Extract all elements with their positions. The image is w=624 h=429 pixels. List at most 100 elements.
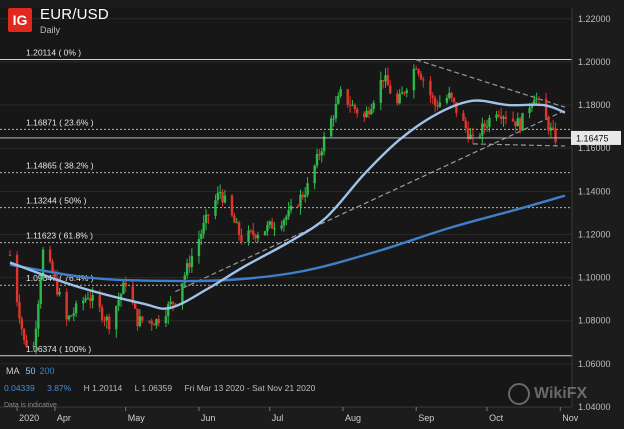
candle-body	[320, 151, 323, 156]
candle-body	[105, 316, 109, 321]
candle-body	[287, 210, 290, 217]
candle-body	[22, 328, 26, 341]
candle-body	[32, 345, 35, 347]
trendline	[472, 143, 566, 147]
x-tick-label: Jul	[272, 413, 284, 423]
candle-body	[429, 80, 432, 96]
candle-body	[171, 301, 175, 304]
y-tick-label: 1.12000	[578, 229, 611, 239]
candle-body	[464, 120, 468, 129]
last-price-box	[571, 130, 621, 145]
candle-body	[370, 109, 373, 115]
last-price-marker: 1.16475	[0, 130, 621, 145]
candle-body	[263, 231, 267, 236]
candle-body	[495, 114, 498, 118]
date-range: Fri Mar 13 2020 - Sat Nov 21 2020	[184, 383, 316, 393]
x-tick-label: 2020	[19, 413, 39, 423]
y-tick-label: 1.06000	[578, 359, 611, 369]
y-tick-label: 1.20000	[578, 57, 611, 67]
fib-label: 1.14865 ( 38.2% )	[26, 161, 94, 171]
candle-body	[254, 234, 257, 239]
candle-body	[15, 255, 19, 302]
y-axis: 1.22000 1.20000 1.18000 1.16000 1.14000 1.120…	[571, 8, 611, 412]
candle-body	[100, 307, 104, 320]
x-tick-label: May	[128, 413, 146, 423]
y-tick-label: 1.04000	[578, 402, 611, 412]
candle-body	[48, 249, 52, 262]
candle-body	[351, 104, 354, 106]
candle-body	[497, 114, 501, 117]
candle-body	[237, 222, 241, 235]
candle-body	[89, 298, 92, 301]
candle-body	[70, 315, 73, 317]
disclaimer: Data is indicative	[4, 402, 57, 409]
candle-body	[452, 98, 456, 103]
candle-body	[167, 304, 170, 317]
fib-label: 1.13244 ( 50% )	[26, 196, 87, 206]
change-value: 0.04339	[4, 383, 35, 393]
candle-body	[554, 128, 557, 143]
candle-body	[107, 316, 111, 330]
candle-body	[34, 328, 38, 346]
candle-body	[84, 298, 87, 301]
candle-body	[252, 230, 255, 235]
candle-body	[285, 216, 288, 220]
candle-body	[514, 121, 517, 127]
candle-body	[119, 294, 123, 301]
candle-body	[337, 96, 340, 104]
candle-body	[58, 292, 61, 295]
candle-body	[431, 95, 434, 98]
candle-body	[155, 319, 158, 326]
candle-body	[72, 313, 75, 316]
candle-body	[332, 118, 335, 120]
fib-label: 1.16871 ( 23.6% )	[26, 117, 94, 127]
candle-body	[221, 192, 224, 203]
candle-body	[528, 107, 531, 113]
candle-body	[218, 192, 222, 194]
candle-body	[197, 239, 201, 257]
candle-body	[400, 92, 404, 95]
high-value: H 1.20114	[83, 383, 123, 393]
candle-body	[65, 292, 68, 320]
wikifx-logo-icon	[508, 383, 530, 405]
candle-body	[537, 98, 541, 100]
fib-label: 1.11623 ( 61.8% )	[26, 231, 93, 241]
candle-body	[412, 68, 416, 91]
candle-body	[296, 205, 300, 207]
x-tick-label: Jun	[201, 413, 216, 423]
candle-body	[190, 256, 194, 268]
candle-body	[379, 79, 382, 103]
candle-body	[202, 223, 205, 234]
x-tick-label: Aug	[345, 413, 361, 423]
candle-body	[150, 320, 153, 325]
candle-body	[223, 195, 227, 203]
y-tick-label: 1.08000	[578, 316, 611, 326]
candle-body	[138, 316, 142, 327]
low-value: L 1.06359	[134, 383, 173, 393]
candle-body	[516, 118, 519, 127]
candle-body	[372, 102, 375, 110]
candle-body	[39, 279, 42, 305]
candle-body	[518, 118, 522, 131]
watermark: WikiFX	[508, 383, 587, 405]
candle-body	[396, 93, 399, 104]
candle-body	[273, 228, 276, 230]
candle-body	[289, 205, 293, 211]
candle-body	[389, 85, 392, 94]
ma-label: MA	[6, 366, 20, 376]
candle-body	[504, 117, 508, 119]
candle-body	[365, 110, 368, 118]
candle-body	[535, 98, 538, 100]
candle-body	[8, 254, 12, 256]
timeframe-label: Daily	[40, 25, 61, 35]
candle-body	[329, 118, 333, 137]
candle-body	[214, 200, 217, 216]
ma50-series	[9, 99, 566, 310]
candle-body	[117, 300, 120, 307]
candle-body	[51, 261, 54, 273]
candle-body	[56, 277, 59, 295]
candle-body	[483, 123, 486, 127]
candlestick-series	[8, 64, 557, 355]
candle-body	[530, 104, 534, 108]
candle-body	[266, 224, 269, 232]
